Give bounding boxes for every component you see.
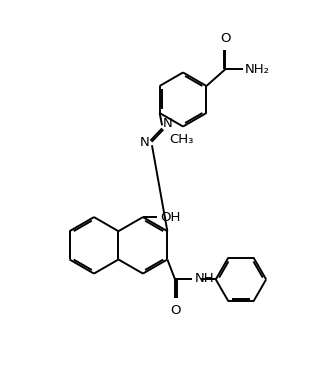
Text: NH₂: NH₂ bbox=[245, 62, 270, 76]
Text: O: O bbox=[220, 31, 231, 45]
Text: N: N bbox=[163, 117, 172, 130]
Text: OH: OH bbox=[160, 211, 181, 224]
Text: CH₃: CH₃ bbox=[169, 133, 194, 146]
Text: N: N bbox=[140, 136, 150, 149]
Text: O: O bbox=[170, 304, 180, 317]
Text: NH: NH bbox=[195, 272, 214, 285]
